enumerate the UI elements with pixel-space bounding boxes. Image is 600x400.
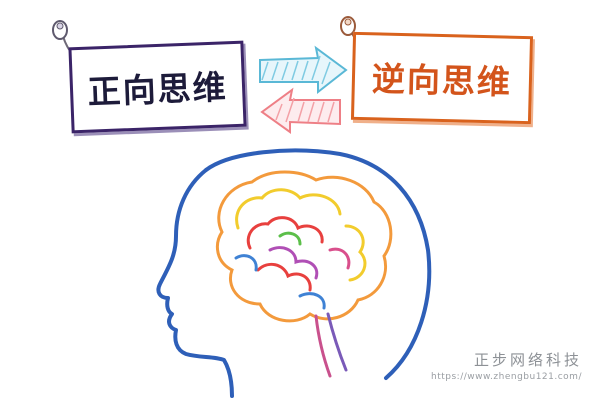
head-profile-icon [156,148,432,398]
watermark: 正步网络科技 https://www.zhengbu121.com/ [431,349,582,382]
forward-thinking-label: 正向思维 [86,67,229,112]
arrow-left-icon [260,87,341,134]
forward-thinking-tag: 正向思维 [68,40,247,134]
arrow-right-icon [259,45,348,95]
watermark-url: https://www.zhengbu121.com/ [431,372,582,382]
pin-icon [340,16,356,36]
brain-icon [215,170,393,378]
reverse-thinking-label: 逆向思维 [371,59,513,102]
reverse-thinking-tag: 逆向思维 [350,31,534,125]
pin-icon [52,20,68,40]
watermark-title: 正步网络科技 [473,351,582,369]
